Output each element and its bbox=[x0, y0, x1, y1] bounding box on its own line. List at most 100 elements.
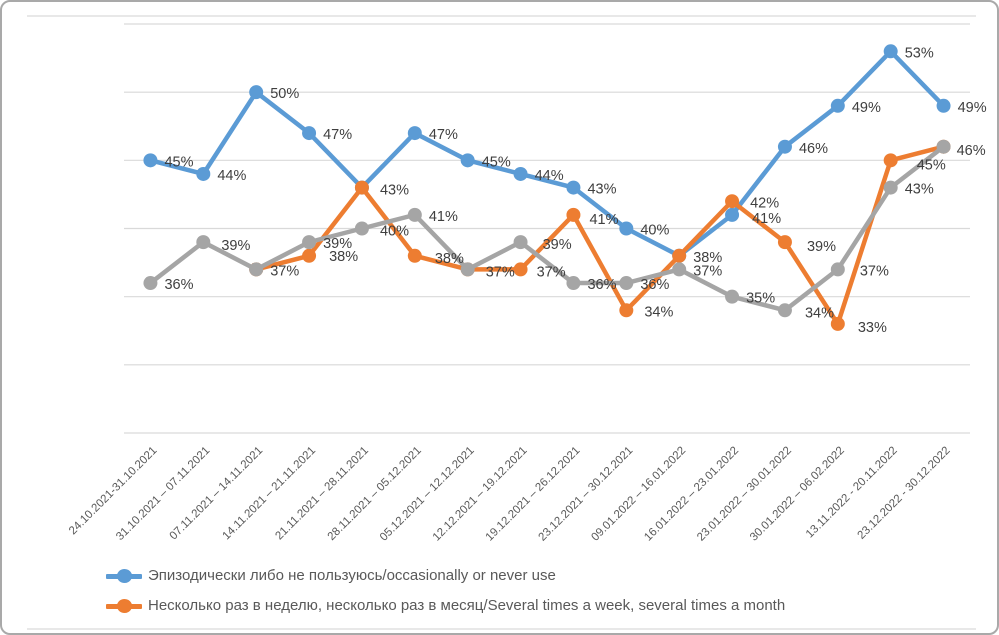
x-axis-label: 23.01.2022 – 30.01.2022 bbox=[695, 445, 794, 544]
data-label: 46% bbox=[799, 141, 828, 157]
data-label: 39% bbox=[807, 239, 836, 255]
data-label: 36% bbox=[164, 277, 193, 293]
data-point[interactable] bbox=[513, 262, 528, 277]
data-label: 45% bbox=[482, 154, 511, 170]
data-label: 38% bbox=[693, 250, 722, 266]
series-line-1 bbox=[253, 144, 946, 327]
data-label: 43% bbox=[587, 182, 616, 198]
x-axis-label: 13.11.2022 - 20.11.2022 bbox=[804, 445, 900, 541]
data-label: 39% bbox=[323, 236, 352, 252]
x-axis-label: 09.01.2022 – 16.01.2022 bbox=[589, 445, 688, 544]
x-axis-label: 14.11.2021 – 21.11.2021 bbox=[220, 445, 318, 543]
x-axis-label: 30.01.2022 – 06.02.2022 bbox=[748, 445, 847, 544]
data-label: 45% bbox=[917, 157, 946, 173]
data-label: 42% bbox=[750, 195, 779, 211]
legend-item-occasionally[interactable]: Эпизодически либо не пользуюсь/occasiona… bbox=[106, 561, 785, 590]
data-label: 37% bbox=[486, 264, 515, 280]
data-label: 38% bbox=[435, 251, 464, 267]
data-point[interactable] bbox=[460, 262, 475, 277]
x-axis-label: 23.12.2021 – 30.12.2021 bbox=[537, 445, 636, 544]
data-label: 47% bbox=[429, 127, 458, 143]
data-point[interactable] bbox=[407, 248, 422, 263]
data-label: 44% bbox=[535, 168, 564, 184]
data-point[interactable] bbox=[460, 153, 475, 168]
x-axis-label: 05.12.2021 – 12.12.2021 bbox=[378, 445, 477, 544]
data-label: 39% bbox=[543, 237, 572, 253]
data-point[interactable] bbox=[566, 207, 581, 222]
data-point[interactable] bbox=[725, 194, 740, 209]
chart-legend: Эпизодически либо не пользуюсь/occasiona… bbox=[106, 561, 785, 620]
data-point[interactable] bbox=[196, 166, 211, 181]
x-axis-label: 24.10.2021-31.10.2021 bbox=[67, 445, 160, 538]
data-point[interactable] bbox=[143, 153, 158, 168]
data-label: 41% bbox=[752, 211, 781, 227]
data-label: 39% bbox=[221, 238, 250, 254]
data-label: 40% bbox=[380, 224, 409, 240]
data-label: 53% bbox=[905, 45, 934, 61]
data-label: 44% bbox=[217, 168, 246, 184]
data-point[interactable] bbox=[566, 180, 581, 195]
data-point[interactable] bbox=[725, 289, 740, 304]
data-point[interactable] bbox=[249, 85, 264, 100]
data-label: 50% bbox=[270, 86, 299, 102]
data-point[interactable] bbox=[777, 303, 792, 318]
data-point[interactable] bbox=[619, 303, 634, 318]
data-label: 37% bbox=[270, 263, 299, 279]
data-point[interactable] bbox=[302, 248, 317, 263]
data-point[interactable] bbox=[936, 98, 951, 113]
data-point[interactable] bbox=[302, 235, 317, 250]
data-point[interactable] bbox=[777, 235, 792, 250]
data-label: 41% bbox=[429, 209, 458, 225]
data-label: 37% bbox=[693, 263, 722, 279]
data-point[interactable] bbox=[883, 180, 898, 195]
data-label: 36% bbox=[640, 277, 669, 293]
x-axis-label: 31.10.2021 – 07.11.2021 bbox=[114, 445, 212, 543]
data-point[interactable] bbox=[830, 262, 845, 277]
legend-marker-blue bbox=[106, 568, 148, 584]
data-label: 37% bbox=[537, 264, 566, 280]
data-point[interactable] bbox=[619, 276, 634, 291]
data-point[interactable] bbox=[672, 248, 687, 263]
data-point[interactable] bbox=[777, 139, 792, 154]
data-point[interactable] bbox=[302, 126, 317, 141]
data-label: 49% bbox=[958, 100, 987, 116]
data-point[interactable] bbox=[725, 207, 740, 222]
data-point[interactable] bbox=[143, 276, 158, 291]
data-point[interactable] bbox=[619, 221, 634, 236]
series-line-2 bbox=[148, 144, 946, 313]
data-label: 40% bbox=[640, 223, 669, 239]
x-axis-label: 07.11.2021 – 14.11.2021 bbox=[168, 445, 266, 543]
data-label: 36% bbox=[587, 277, 616, 293]
x-axis-label: 19.12.2021 – 26.12.2021 bbox=[484, 445, 583, 544]
x-axis-label: 12.12.2021 – 19.12.2021 bbox=[431, 445, 530, 544]
data-point[interactable] bbox=[407, 207, 422, 222]
data-label: 34% bbox=[644, 304, 673, 320]
data-point[interactable] bbox=[672, 262, 687, 277]
data-point[interactable] bbox=[566, 276, 581, 291]
data-point[interactable] bbox=[407, 126, 422, 141]
data-point[interactable] bbox=[830, 316, 845, 331]
data-point[interactable] bbox=[196, 235, 211, 250]
data-label: 38% bbox=[329, 249, 358, 265]
series-line-0 bbox=[148, 49, 946, 259]
data-point[interactable] bbox=[830, 98, 845, 113]
data-label: 43% bbox=[380, 183, 409, 199]
x-axis-label: 21.11.2021 – 28.11.2021 bbox=[273, 445, 371, 543]
legend-label: Несколько раз в неделю, несколько раз в … bbox=[148, 597, 786, 614]
data-point[interactable] bbox=[513, 235, 528, 250]
x-axis-label: 28.11.2021 – 05.12.2021 bbox=[326, 445, 424, 543]
data-point[interactable] bbox=[354, 180, 369, 195]
legend-item-several-times[interactable]: Несколько раз в неделю, несколько раз в … bbox=[106, 591, 785, 620]
data-point[interactable] bbox=[249, 262, 264, 277]
x-axis-label: 23.12.2022 - 30.12.2022 bbox=[856, 445, 953, 542]
data-point[interactable] bbox=[883, 44, 898, 59]
legend-marker-orange bbox=[106, 598, 148, 614]
data-point[interactable] bbox=[354, 221, 369, 236]
data-point[interactable] bbox=[513, 166, 528, 181]
data-label: 33% bbox=[858, 320, 887, 336]
data-point[interactable] bbox=[883, 153, 898, 168]
data-label: 35% bbox=[746, 291, 775, 307]
data-label: 47% bbox=[323, 127, 352, 143]
data-point[interactable] bbox=[936, 139, 951, 154]
